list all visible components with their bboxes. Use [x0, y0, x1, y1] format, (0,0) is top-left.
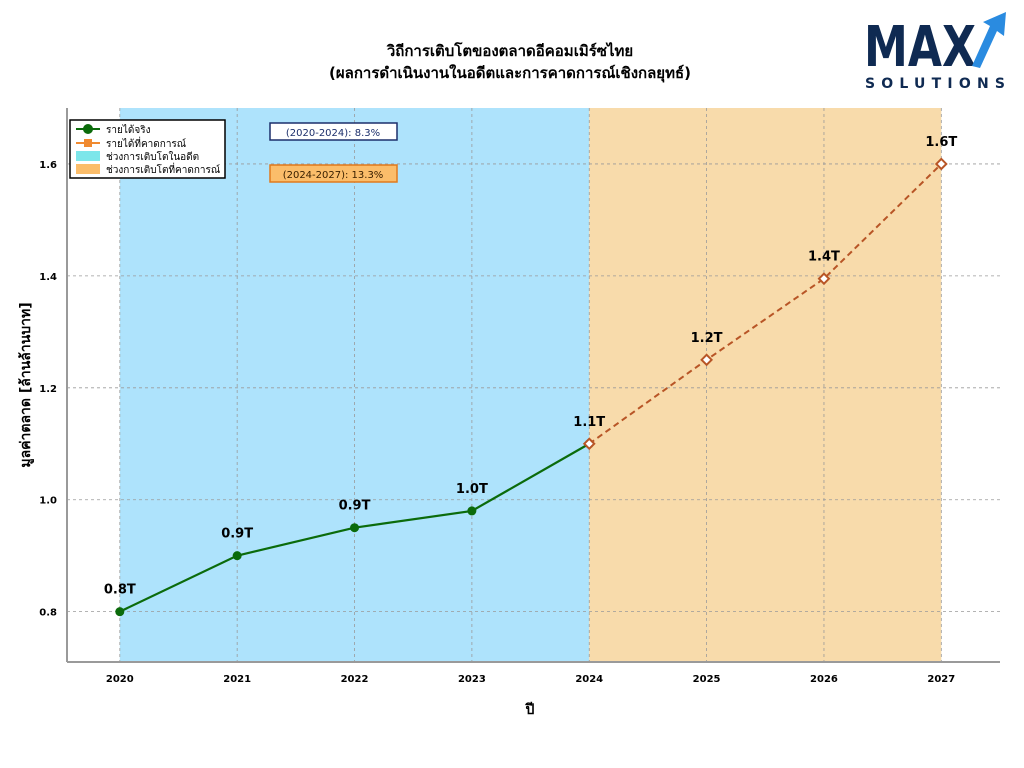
- logo-subtitle: SOLUTIONS: [865, 76, 1005, 90]
- actual-data-label-2023: 1.0T: [456, 482, 488, 497]
- chart-subtitle: (ผลการดำเนินงานในอดีตและการคาดการณ์เชิงก…: [329, 64, 691, 83]
- x-tick-label-2026: 2026: [810, 674, 838, 685]
- actual-data-label-2020: 0.8T: [104, 583, 136, 598]
- forecast-data-label-2026: 1.4T: [808, 250, 840, 265]
- max-solutions-logo: MAX SOLUTIONS: [862, 8, 1012, 92]
- x-tick-label-2027: 2027: [927, 674, 955, 685]
- legend-past-region-swatch: [76, 151, 100, 161]
- x-tick-label-2024: 2024: [575, 674, 603, 685]
- actual-data-label-2024: 1.1T: [573, 415, 605, 430]
- forecast-data-label-2025: 1.2T: [691, 331, 723, 346]
- forecast-point-2024: [582, 437, 596, 451]
- y-tick-label-2: 1.2: [39, 384, 57, 395]
- annotation-past-cagr: (2020-2024): 8.3%: [269, 122, 398, 141]
- forecast-point-2026: [817, 272, 831, 286]
- x-tick-label-2021: 2021: [223, 674, 251, 685]
- region-band-1: [589, 108, 942, 662]
- logo-graphic: MAX SOLUTIONS: [864, 12, 1006, 92]
- series-forecast-line: [588, 163, 943, 445]
- y-axis-label: มูลค่าตลาด [ล้านล้านบาท]: [18, 302, 34, 467]
- x-tick-label-2023: 2023: [458, 674, 486, 685]
- logo-arrow-icon: [972, 12, 1006, 68]
- logo-word: MAX: [864, 15, 976, 80]
- x-tick-label-2022: 2022: [341, 674, 369, 685]
- annotation-past-box: [269, 122, 398, 141]
- actual-data-label-2022: 0.9T: [339, 499, 371, 514]
- legend-forecast-marker: [84, 139, 92, 147]
- legend: รายได้จริง รายได้ที่คาดการณ์ ช่วงการเติบ…: [69, 119, 226, 179]
- x-tick-label-2025: 2025: [693, 674, 721, 685]
- actual-point-2021: [232, 551, 242, 561]
- chart-title: วิถีการเติบโตของตลาดอีคอมเมิร์ซไทย: [386, 41, 633, 60]
- y-tick-label-4: 1.6: [39, 160, 57, 171]
- legend-forecast-region-swatch: [76, 164, 100, 174]
- legend-forecast-label: รายได้ที่คาดการณ์: [106, 136, 186, 150]
- annotation-past-text: (2020-2024): 8.3%: [286, 128, 380, 139]
- annotation-forecast-text: (2024-2027): 13.3%: [283, 170, 384, 181]
- x-tick-label-2020: 2020: [106, 674, 134, 685]
- actual-data-label-2021: 0.9T: [221, 527, 253, 542]
- annotation-forecast-box: [269, 164, 398, 183]
- legend-forecast-region-label: ช่วงการเติบโตที่คาดการณ์: [106, 162, 220, 176]
- actual-point-2022: [350, 523, 360, 533]
- x-axis-label: ปี: [524, 702, 534, 718]
- forecast-point-2025: [700, 353, 714, 367]
- actual-point-2020: [115, 607, 125, 617]
- y-tick-label-0: 0.8: [39, 608, 57, 619]
- forecast-point-2027: [934, 157, 948, 171]
- y-tick-label-1: 1.0: [39, 496, 57, 507]
- legend-actual-marker: [83, 124, 93, 134]
- legend-actual-label: รายได้จริง: [106, 124, 151, 136]
- forecast-data-label-2027: 1.6T: [925, 135, 957, 150]
- actual-point-2023: [467, 506, 477, 516]
- legend-past-region-label: ช่วงการเติบโตในอดีต: [106, 150, 199, 163]
- annotation-forecast-cagr: (2024-2027): 13.3%: [269, 164, 398, 183]
- y-tick-label-3: 1.4: [39, 272, 57, 283]
